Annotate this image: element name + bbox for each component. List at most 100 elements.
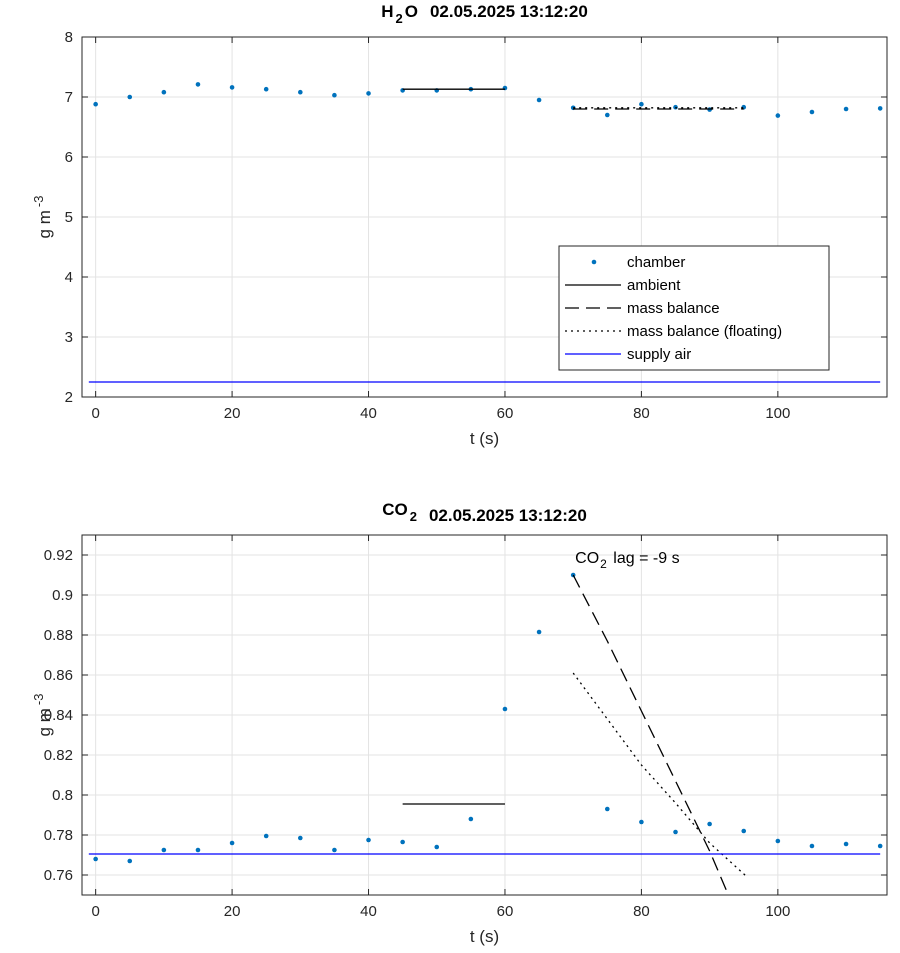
data-point — [843, 106, 849, 112]
legend-label: mass balance — [627, 300, 720, 317]
data-point — [843, 841, 849, 847]
y-tick-label: 6 — [65, 149, 73, 166]
x-tick-label: 20 — [224, 405, 241, 422]
y-tick-label: 0.78 — [44, 827, 73, 844]
data-point — [195, 82, 201, 87]
x-tick-label: 60 — [497, 405, 514, 422]
legend-marker — [591, 259, 597, 265]
y-tick-label: 0.8 — [52, 787, 73, 804]
legend-box — [558, 245, 830, 371]
y-tick-label: 4 — [65, 269, 73, 286]
title-species-subscript: 2 — [410, 509, 417, 524]
data-point — [400, 839, 405, 845]
data-point — [298, 89, 303, 95]
title-date: 02.05.2025 13:12:20 — [430, 2, 588, 21]
data-point — [195, 847, 201, 853]
data-point — [809, 843, 815, 849]
data-point — [434, 844, 440, 850]
chart-title: H 2 O 02.05.2025 13:12:20 — [381, 2, 588, 26]
data-point — [161, 89, 167, 95]
x-tick-label: 100 — [765, 903, 790, 920]
data-point — [673, 829, 678, 835]
annotation-species: CO — [575, 550, 599, 567]
legend-label-text: supply air — [627, 346, 691, 363]
data-point — [877, 106, 883, 111]
data-point — [707, 821, 712, 827]
y-axis-label: g m -3 — [31, 694, 54, 737]
x-axis-label-text: t (s) — [470, 927, 499, 946]
annotation-text: lag = -9 s — [609, 550, 680, 567]
data-point — [741, 828, 747, 834]
data-point — [332, 847, 337, 853]
data-point — [161, 847, 167, 853]
x-axis-label: t (s) — [470, 927, 499, 946]
annotation-subscript: 2 — [600, 557, 607, 571]
title-species: H — [381, 2, 393, 21]
title-date: 02.05.2025 13:12:20 — [429, 506, 587, 525]
x-tick-label: 60 — [497, 903, 514, 920]
title-species: CO — [382, 500, 408, 519]
series-series-2 — [572, 574, 730, 895]
data-point — [366, 837, 371, 843]
data-point — [877, 843, 883, 849]
data-point — [536, 97, 542, 103]
x-axis-label-text: t (s) — [470, 429, 499, 448]
legend-label: ambient — [627, 277, 681, 294]
y-tick-label: 5 — [65, 209, 73, 226]
x-tick-label: 20 — [224, 903, 241, 920]
x-tick-label: 40 — [360, 405, 377, 422]
data-point — [263, 86, 269, 92]
y-tick-label: 0.92 — [44, 547, 73, 564]
y-tick-label: 2 — [65, 389, 73, 406]
data-point — [536, 629, 542, 635]
y-tick-label: 8 — [65, 29, 73, 46]
lag-annotation: CO2 lag = -9 s — [575, 550, 679, 571]
y-tick-label: 0.82 — [44, 747, 73, 764]
y-tick-label: 0.84 — [44, 707, 73, 724]
x-tick-label: 100 — [765, 405, 790, 422]
y-axis-label-main: g m — [35, 210, 54, 238]
legend-item: mass balance (floating) — [565, 323, 782, 340]
y-tick-label: 0.9 — [52, 587, 73, 604]
y-tick-label: 7 — [65, 89, 73, 106]
legend-label: mass balance (floating) — [627, 323, 782, 340]
data-point — [775, 838, 781, 844]
x-tick-label: 0 — [91, 405, 99, 422]
data-point — [639, 101, 644, 107]
chart-co2: 0 20 40 60 80 100 0.76 0.78 0.8 0.82 0.84 0.86 0.88 0… — [31, 500, 888, 946]
legend-item: ambient — [565, 277, 681, 294]
legend-label-text: chamber — [627, 254, 685, 271]
data-point — [604, 806, 610, 812]
y-axis-label-exponent: -3 — [31, 196, 46, 208]
data-point — [639, 819, 644, 825]
title-species-subscript: 2 — [395, 11, 402, 26]
data-point — [775, 113, 781, 118]
legend-label-text: mass balance (floating) — [627, 323, 782, 340]
data-point — [127, 858, 133, 864]
y-axis-label-main: g m — [35, 708, 54, 736]
title-species-tail: O — [405, 2, 418, 21]
legend-item: supply air — [565, 346, 691, 363]
legend-item: mass balance — [565, 300, 720, 317]
x-tick-label: 40 — [360, 903, 377, 920]
y-axis-label: g m -3 — [31, 196, 54, 239]
legend-label: supply air — [627, 346, 691, 363]
data-point — [502, 706, 508, 712]
y-tick-label: 3 — [65, 329, 73, 346]
data-point — [127, 94, 133, 100]
data-point — [263, 833, 269, 839]
y-tick-label: 0.88 — [44, 627, 73, 644]
data-point — [809, 109, 815, 115]
legend: chamber ambient mass balance mass balance (… — [558, 245, 830, 371]
y-tick-label: 0.86 — [44, 667, 73, 684]
y-tick-label: 0.76 — [44, 867, 73, 884]
legend-label: chamber — [627, 254, 685, 271]
data-point — [93, 856, 98, 862]
series-line — [572, 574, 730, 895]
data-point — [332, 92, 337, 98]
legend-label-text: mass balance — [627, 300, 720, 317]
chart-title: CO 2 02.05.2025 13:12:20 — [382, 500, 587, 525]
series-series-0 — [93, 572, 883, 864]
x-tick-label: 80 — [633, 903, 650, 920]
